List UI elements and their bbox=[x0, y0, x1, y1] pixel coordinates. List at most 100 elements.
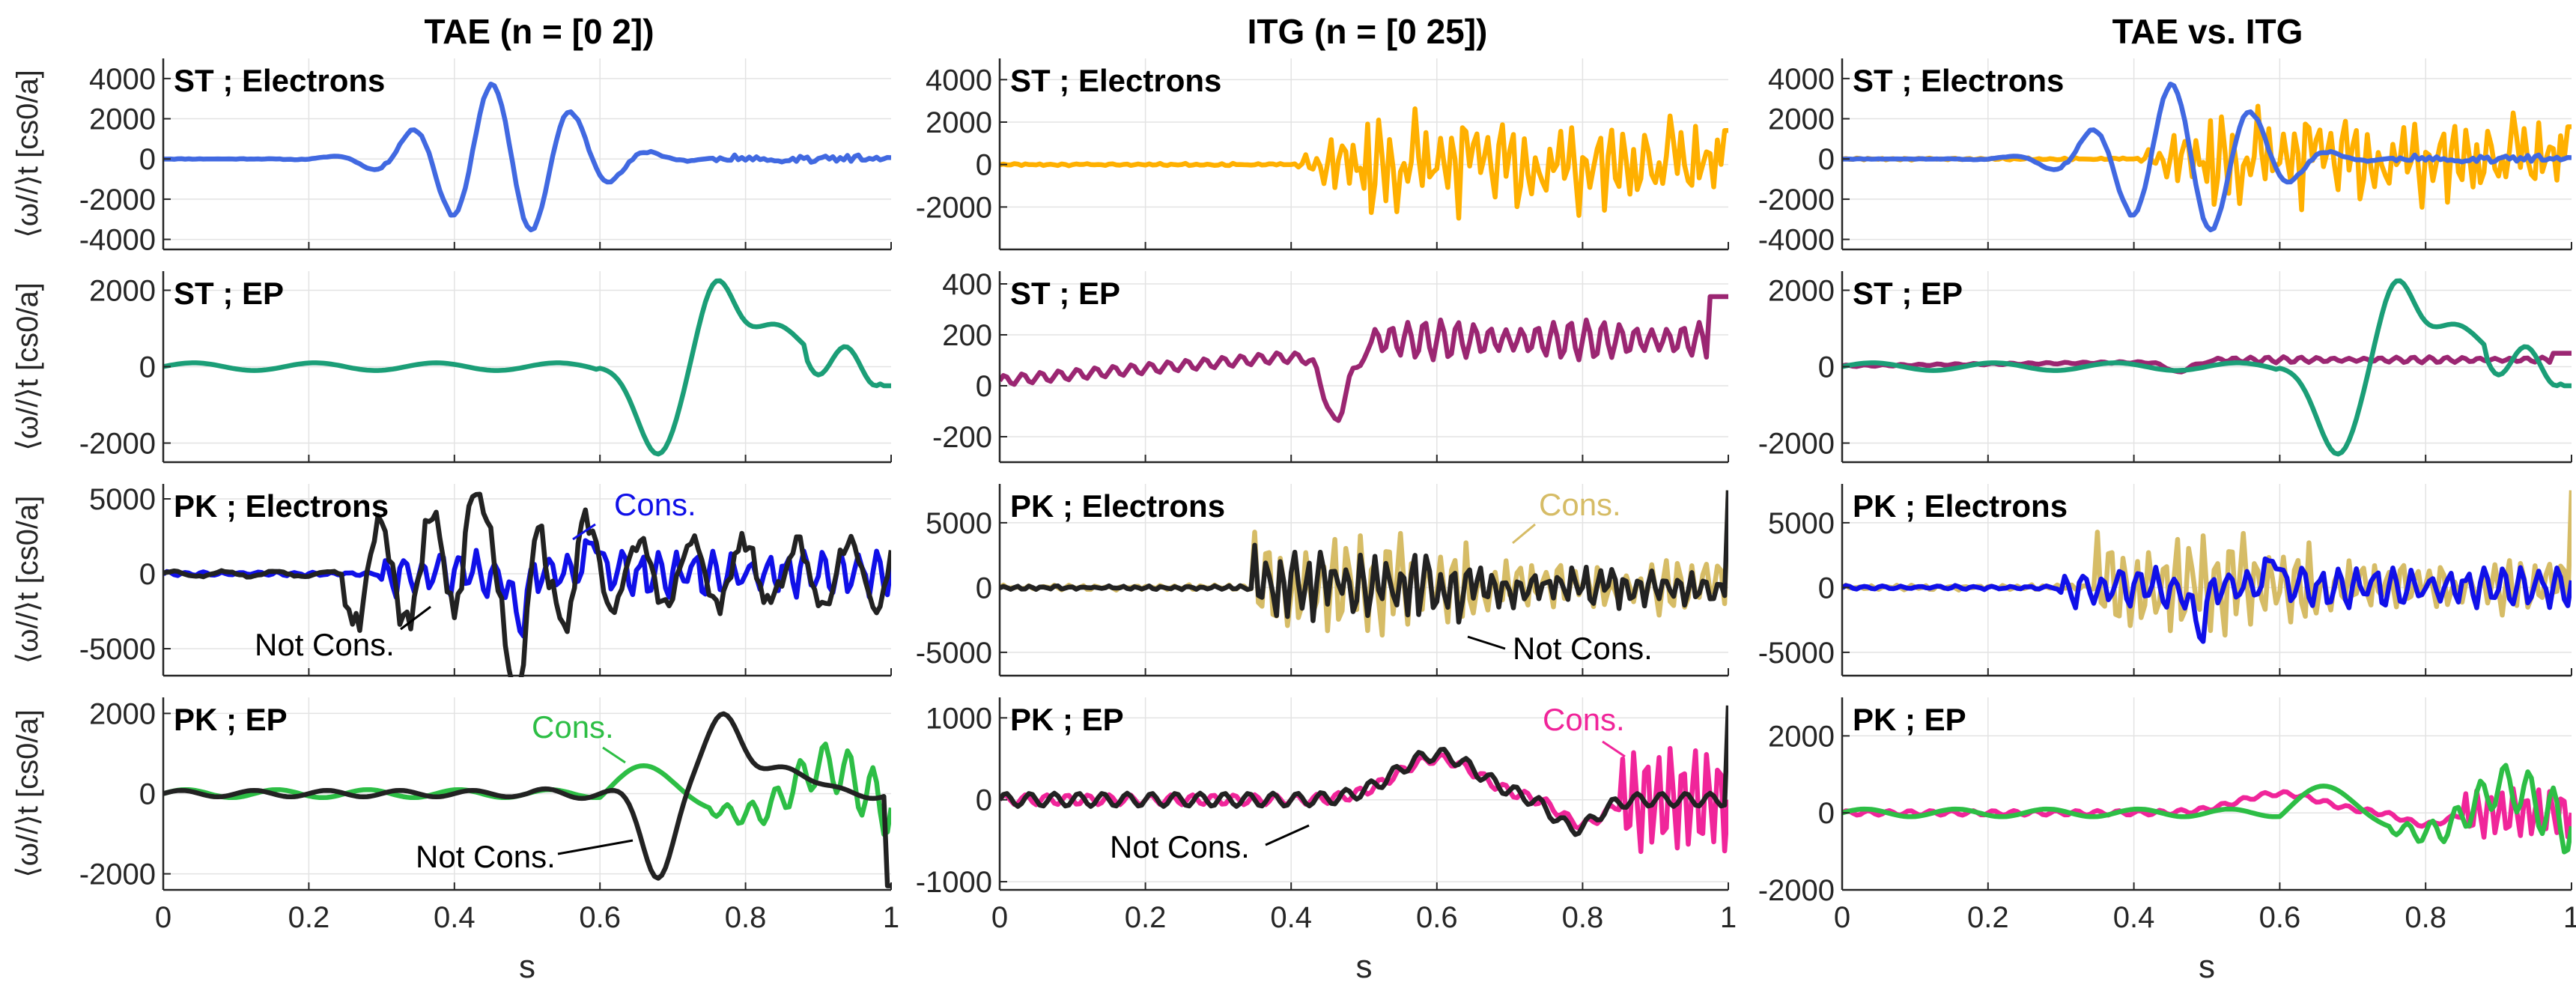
y-tick-label: 0 bbox=[1818, 572, 1835, 604]
y-tick-label: 0 bbox=[139, 778, 156, 811]
panel-r1c2: -2000 0 2000 ST ; EP bbox=[1758, 271, 2572, 464]
y-tick-label: -5000 bbox=[1758, 637, 1835, 670]
annotation-label-3: Not Cons. bbox=[1513, 631, 1653, 666]
panel-r1c1: -200 0 200 400 ST ; EP bbox=[932, 268, 1729, 464]
annotation-leader-4 bbox=[602, 746, 626, 764]
y-tick-label: 2000 bbox=[1768, 275, 1835, 308]
y-tick-label: -2000 bbox=[916, 191, 992, 224]
series-line-r0c2-1 bbox=[1842, 81, 2572, 233]
panel-r3c1: -1000 0 1000 PK ; EP bbox=[916, 697, 1729, 899]
x-axis-title: s bbox=[519, 948, 535, 985]
y-tick-label: 0 bbox=[1818, 351, 1835, 384]
y-tick-label: 4000 bbox=[89, 63, 156, 96]
y-tick-label: 5000 bbox=[1768, 507, 1835, 540]
column-title-itg: ITG (n = [0 25]) bbox=[1248, 12, 1488, 51]
series-line-r3c0-1 bbox=[163, 711, 891, 888]
y-tick-label: 5000 bbox=[926, 507, 992, 540]
x-tick-label: 0 bbox=[155, 901, 171, 934]
panel-r0c2: -4000 -2000 0 2000 4000 ST ; Electrons bbox=[1758, 58, 2572, 257]
column-title-tae: TAE (n = [0 2]) bbox=[424, 12, 654, 51]
x-tick-label: 0.8 bbox=[725, 901, 767, 934]
y-tick-label: 2000 bbox=[926, 106, 992, 139]
panel-r2c1: -5000 0 5000 PK ; Electrons bbox=[916, 484, 1729, 677]
panel-r2c2: -5000 0 5000 PK ; Electrons bbox=[1758, 484, 2572, 677]
x-tick-label: 0.6 bbox=[579, 901, 621, 934]
series-line-r1c1-0 bbox=[1000, 294, 1728, 423]
annotation-leader-3 bbox=[1467, 635, 1506, 650]
x-tick-label: 0.2 bbox=[1967, 901, 2009, 934]
annotation-label-0: Cons. bbox=[614, 487, 696, 522]
panel-label: PK ; EP bbox=[1010, 702, 1124, 737]
panel-r0c0: -4000 -2000 0 2000 4000 ST ; Electrons bbox=[79, 58, 892, 257]
x-tick-label: 1 bbox=[883, 901, 899, 934]
annotation-label-6: Cons. bbox=[1543, 702, 1625, 737]
y-tick-label: 200 bbox=[942, 319, 992, 352]
panel-label: PK ; Electrons bbox=[1853, 488, 2068, 524]
x-tick-label: 0 bbox=[991, 901, 1008, 934]
x-tick-label: 0.2 bbox=[1125, 901, 1167, 934]
series-line-r0c1-0 bbox=[1000, 106, 1728, 221]
y-tick-label: -5000 bbox=[79, 633, 156, 666]
panel-label: ST ; Electrons bbox=[1853, 63, 2064, 98]
y-tick-label: 0 bbox=[1818, 797, 1835, 830]
x-tick-label: 1 bbox=[2563, 901, 2576, 934]
y-tick-label: 0 bbox=[976, 370, 992, 403]
series-line-r0c0-0 bbox=[163, 81, 891, 233]
y-tick-label: -2000 bbox=[79, 184, 156, 216]
series-line-r1c2-1 bbox=[1842, 278, 2572, 457]
panel-label: ST ; EP bbox=[1010, 276, 1120, 311]
x-tick-label: 0 bbox=[1834, 901, 1850, 934]
y-tick-label: -4000 bbox=[1758, 224, 1835, 257]
y-tick-label: 0 bbox=[139, 351, 156, 384]
x-tick-label: 0.6 bbox=[1416, 901, 1458, 934]
y-tick-label: -2000 bbox=[79, 858, 156, 891]
x-tick-label: 0.4 bbox=[1270, 901, 1312, 934]
y-tick-label: -2000 bbox=[1758, 184, 1835, 216]
annotation-leader-6 bbox=[1602, 740, 1626, 758]
y-tick-label: 4000 bbox=[926, 64, 992, 97]
y-tick-label: 0 bbox=[139, 558, 156, 591]
panel-r1c0: -2000 0 2000 ST ; EP bbox=[79, 271, 892, 464]
panel-label: PK ; Electrons bbox=[174, 488, 389, 524]
y-tick-label: 2000 bbox=[1768, 720, 1835, 753]
panel-r2c0: -5000 0 5000 PK ; Electrons bbox=[79, 483, 892, 677]
y-tick-label: -1000 bbox=[916, 866, 992, 899]
annotation-label-5: Not Cons. bbox=[416, 839, 556, 874]
y-tick-label: -4000 bbox=[79, 224, 156, 257]
y-axis-title-row-2: ⟨ω//⟩t [cs0/a] bbox=[11, 496, 44, 664]
x-axis-title: s bbox=[1356, 948, 1373, 985]
y-tick-label: -2000 bbox=[1758, 428, 1835, 461]
x-tick-label: 0.2 bbox=[288, 901, 330, 934]
y-tick-label: 2000 bbox=[89, 275, 156, 308]
y-tick-label: 2000 bbox=[89, 103, 156, 136]
panel-label: ST ; EP bbox=[174, 276, 284, 311]
x-axis-labels: 0 0.2 0.4 0.6 0.8 1 s 0 0.2 0.4 0.6 0.8 1 s 0 0.2 0.4 0.6… bbox=[155, 901, 2576, 985]
annotation-leader-1 bbox=[400, 605, 431, 631]
series-line-r3c0-0 bbox=[163, 742, 891, 837]
panel-r3c0: -2000 0 2000 PK ; EP bbox=[79, 697, 892, 891]
series-line-r2c1-1 bbox=[1000, 490, 1728, 625]
y-tick-label: -200 bbox=[932, 421, 992, 454]
y-axis-title-row-1: ⟨ω//⟩t [cs0/a] bbox=[11, 282, 44, 451]
annotation-leader-7 bbox=[1265, 824, 1310, 846]
annotation-leader-5 bbox=[557, 839, 634, 855]
annotation-label-2: Cons. bbox=[1539, 487, 1621, 522]
y-tick-label: 4000 bbox=[1768, 63, 1835, 96]
series-line-r3c2-1 bbox=[1842, 763, 2572, 855]
x-tick-label: 0.8 bbox=[2405, 901, 2446, 934]
y-tick-label: -2000 bbox=[1758, 874, 1835, 907]
panel-r3c2: -2000 0 2000 PK ; EP bbox=[1758, 697, 2572, 907]
annotation-leader-2 bbox=[1512, 523, 1536, 545]
panel-label: ST ; Electrons bbox=[1010, 63, 1221, 98]
annotation-label-4: Cons. bbox=[532, 709, 614, 745]
annotations: Cons. Not Cons. Cons. Not Cons. Cons. Not Con… bbox=[255, 487, 1653, 874]
y-tick-label: 0 bbox=[1818, 143, 1835, 176]
column-title-tae-vs-itg: TAE vs. ITG bbox=[2112, 12, 2303, 51]
series-line-r1c0-0 bbox=[163, 278, 891, 457]
panel-label: ST ; Electrons bbox=[174, 63, 385, 98]
panel-label: PK ; EP bbox=[1853, 702, 1966, 737]
series-line-r2c2-1 bbox=[1842, 556, 2572, 644]
y-tick-label: 2000 bbox=[89, 697, 156, 730]
